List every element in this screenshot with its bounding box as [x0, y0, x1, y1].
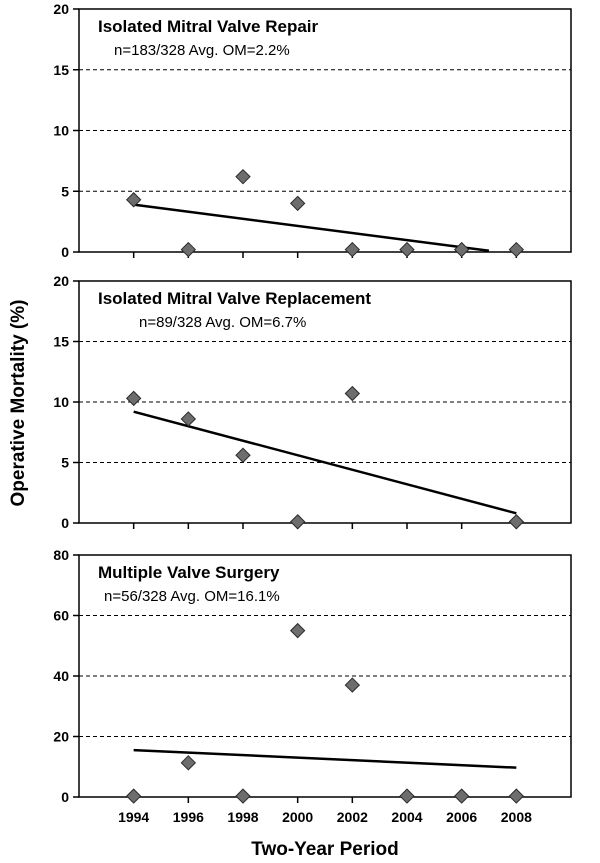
data-point	[235, 447, 251, 463]
data-point	[453, 788, 470, 804]
x-axis: 1994 1996 1998 2000 2002 2004 2006 2008	[118, 809, 532, 825]
data-point	[453, 241, 470, 258]
data-point	[399, 788, 415, 804]
trendline	[133, 410, 517, 515]
data-point	[508, 514, 525, 530]
y-tick-label: 5	[61, 183, 69, 199]
data-point	[235, 788, 251, 804]
panel-3: 0 20 40 60 80 Multiple Valve Surgery n=56/328 …	[53, 547, 572, 805]
panels-group: 0 5 10 15 20 Isolated Mitral Valve Repair n=18…	[53, 1, 572, 825]
data-point	[180, 755, 197, 771]
y-tick-label: 5	[61, 455, 69, 471]
data-point	[180, 241, 197, 258]
y-tick-label: 10	[53, 123, 69, 139]
data-point	[235, 168, 251, 185]
panel-2: 0 5 10 15 20 Isolated Mitral Valve Replacemen…	[53, 273, 572, 531]
x-tick-label: 2000	[282, 809, 313, 825]
data-point	[508, 788, 525, 804]
x-tick-label: 2004	[391, 809, 422, 825]
y-tick-label: 15	[53, 62, 69, 78]
data-point	[289, 195, 306, 212]
data-point	[289, 514, 306, 530]
y-tick-label: 60	[53, 608, 69, 624]
data-point	[344, 241, 361, 258]
data-point	[125, 192, 142, 208]
trendline	[133, 748, 517, 769]
trendline	[133, 203, 490, 253]
x-tick-label: 2008	[501, 809, 532, 825]
panel-subtitle: n=56/328 Avg. OM=16.1%	[104, 588, 280, 605]
data-point	[125, 390, 142, 407]
y-tick-label: 20	[53, 273, 69, 289]
data-point	[399, 241, 415, 258]
y-tick-label: 0	[61, 244, 69, 260]
y-axis-label: Operative Mortality (%)	[8, 300, 29, 507]
x-tick-label: 2002	[337, 809, 368, 825]
x-tick-label: 1998	[227, 809, 258, 825]
data-point	[344, 385, 361, 402]
panel-subtitle: n=89/328 Avg. OM=6.7%	[139, 314, 306, 331]
x-tick-label: 2006	[446, 809, 477, 825]
y-tick-label: 0	[61, 515, 69, 531]
data-point	[180, 411, 197, 427]
y-tick-label: 20	[53, 729, 69, 745]
x-tick-label: 1994	[118, 809, 149, 825]
panel-1: 0 5 10 15 20 Isolated Mitral Valve Repair n=18…	[53, 1, 572, 260]
y-tick-label: 40	[53, 668, 69, 684]
x-tick-label: 1996	[173, 809, 204, 825]
data-point	[289, 622, 306, 639]
y-tick-label: 80	[53, 547, 69, 563]
panel-title: Isolated Mitral Valve Repair	[98, 17, 319, 36]
y-tick-label: 0	[61, 789, 69, 805]
panel-title: Isolated Mitral Valve Replacement	[98, 289, 371, 308]
panel-title: Multiple Valve Surgery	[98, 563, 280, 582]
y-tick-label: 10	[53, 394, 69, 410]
y-tick-label: 20	[53, 1, 69, 17]
data-point	[508, 241, 525, 258]
data-point	[125, 788, 142, 804]
panel-subtitle: n=183/328 Avg. OM=2.2%	[114, 42, 290, 59]
data-point	[344, 677, 361, 693]
x-axis-label: Two-Year Period	[251, 839, 398, 860]
y-tick-label: 15	[53, 334, 69, 350]
